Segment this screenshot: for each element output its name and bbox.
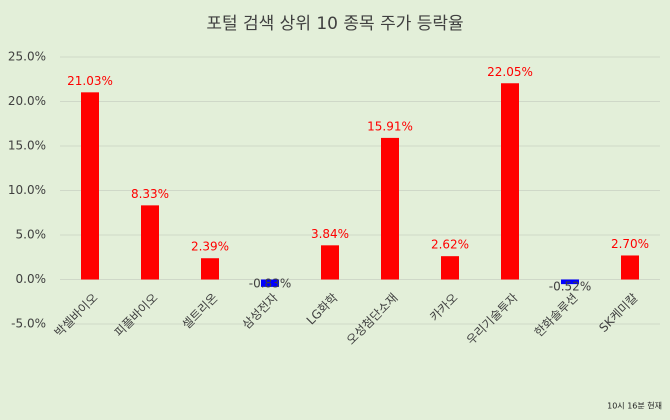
y-tick-label: 20.0% [8,94,46,108]
bar [261,279,279,287]
value-label: 15.91% [367,119,413,133]
x-tick-label: SK케미칼 [596,291,640,335]
y-tick-label: 5.0% [16,228,47,242]
bar [441,256,459,280]
x-tick-label: 셀트리온 [179,291,220,332]
value-label: -0.83% [249,277,291,291]
value-label: -0.52% [549,279,591,293]
value-label: 2.39% [191,240,229,254]
y-tick-label: 10.0% [8,183,46,197]
y-tick-label: 25.0% [8,50,46,64]
y-tick-label: 0.0% [16,272,47,286]
value-label: 2.62% [431,238,469,252]
note: 10시 16분 현재 [607,402,662,411]
bar [561,279,579,285]
value-label: 2.70% [611,237,649,251]
bar [381,137,399,280]
bar [81,92,99,280]
value-label: 21.03% [67,74,113,88]
x-tick-label: LG화학 [304,291,341,328]
chart-title: 포털 검색 상위 10 종목 주가 등락율 [206,14,463,34]
x-tick-label: 오성첨단소재 [344,291,401,348]
x-tick-label: 박셀바이오 [52,291,101,340]
x-tick-label: 피플바이오 [112,291,161,340]
bar [201,258,219,280]
y-tick-label: -5.0% [11,317,46,331]
x-tick-label: 우리기술투자 [464,291,521,348]
x-tick-label: 삼성전자 [239,291,280,332]
value-label: 8.33% [131,187,169,201]
value-label: 22.05% [487,65,533,79]
value-label: 3.84% [311,227,349,241]
x-tick-label: 카카오 [427,291,460,324]
bar [321,245,339,280]
bar [141,205,159,280]
x-tick-label: 한화솔루션 [532,291,581,340]
bar [501,83,519,280]
bar [621,255,639,280]
y-tick-label: 15.0% [8,139,46,153]
